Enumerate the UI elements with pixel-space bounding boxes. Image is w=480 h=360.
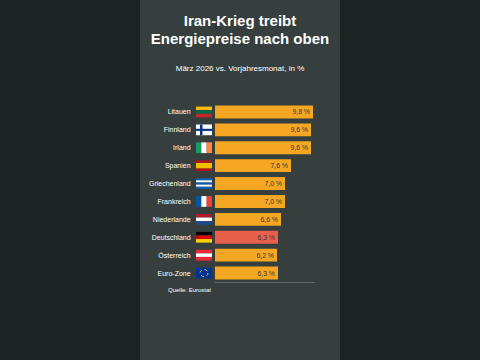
- html-text:Iran-Krieg treibt Energiepreis: Iran-Krieg treibt Energiepreise nach obe…: [150, 12, 330, 47]
- svg-text:6,6 %: 6,6 %: [260, 216, 278, 223]
- svg-text:6,2 %: 6,2 %: [256, 252, 274, 259]
- svg-text:7,6 %: 7,6 %: [270, 162, 288, 169]
- svg-text:Spanien: Spanien: [165, 162, 191, 170]
- svg-text:9,8 %: 9,8 %: [292, 108, 310, 115]
- svg-text:9,6 %: 9,6 %: [290, 144, 308, 151]
- svg-text:Frankreich: Frankreich: [158, 198, 191, 205]
- svg-text:Litauen: Litauen: [168, 108, 191, 115]
- svg-text:Irland: Irland: [173, 144, 191, 151]
- html-text:März 2026 vs. Vorjahresmonat,: März 2026 vs. Vorjahresmonat, in %: [175, 64, 305, 73]
- html-text:Quelle: Eurostat: Quelle: Eurostat: [168, 287, 211, 293]
- svg-text:6,3 %: 6,3 %: [257, 234, 275, 241]
- svg-text:Griechenland: Griechenland: [149, 180, 191, 187]
- svg-text:Finnland: Finnland: [164, 126, 191, 133]
- svg-text:9,6 %: 9,6 %: [290, 126, 308, 133]
- svg-text:Euro-Zone: Euro-Zone: [158, 270, 191, 277]
- svg-text:Niederlande: Niederlande: [153, 216, 191, 223]
- svg-text:6,3 %: 6,3 %: [257, 270, 275, 277]
- svg-text:Österreich: Österreich: [158, 252, 190, 259]
- svg-text:7,0 %: 7,0 %: [264, 180, 282, 187]
- svg-text:7,0 %: 7,0 %: [264, 198, 282, 205]
- svg-text:Deutschland: Deutschland: [152, 234, 191, 241]
